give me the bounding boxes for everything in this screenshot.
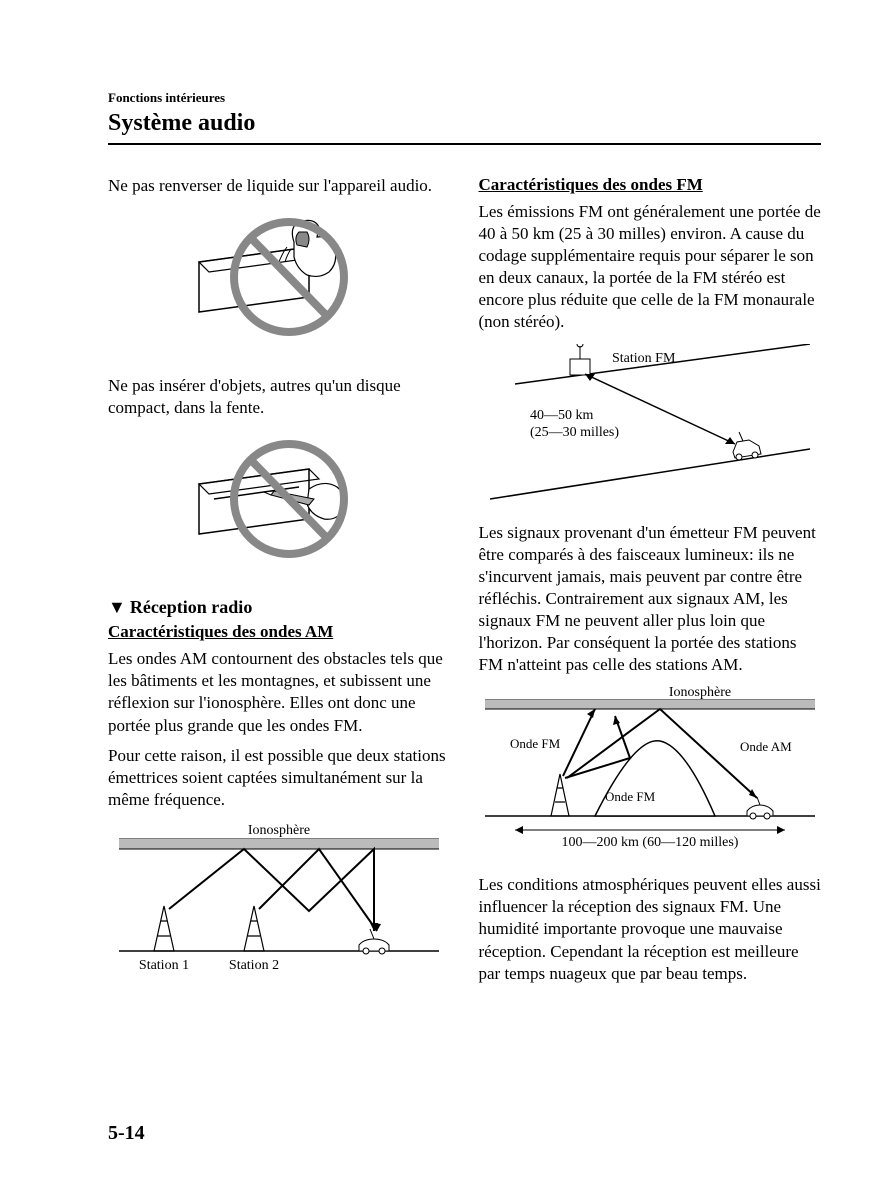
station2-label: Station 2 (229, 958, 279, 973)
content-columns: Ne pas renverser de liquide sur l'appare… (108, 175, 821, 999)
figure-no-objects (179, 429, 379, 579)
subheading-reception: ▼Réception radio (108, 597, 451, 618)
paragraph: Les ondes AM contournent des obstacles t… (108, 648, 451, 736)
ionosphere-label: Ionosphère (248, 823, 310, 838)
right-column: Caractéristiques des ondes FM Les émissi… (479, 175, 822, 999)
chapter-label: Fonctions intérieures (108, 90, 821, 106)
station1-label: Station 1 (139, 958, 189, 973)
page-number: 5-14 (108, 1122, 145, 1145)
subheading-text: Réception radio (130, 597, 252, 617)
fm-range-line2: (25—30 milles) (530, 425, 619, 440)
paragraph: Les émissions FM ont généralement une po… (479, 201, 822, 334)
paragraph: Pour cette raison, il est possible que d… (108, 745, 451, 811)
subheading-fm: Caractéristiques des ondes FM (479, 175, 822, 195)
range-label: 100—200 km (60—120 milles) (561, 835, 738, 850)
paragraph: Les signaux provenant d'un émetteur FM p… (479, 522, 822, 677)
left-column: Ne pas renverser de liquide sur l'appare… (108, 175, 451, 999)
fm-range-line1: 40—50 km (530, 408, 594, 423)
onde-fm-label: Onde FM (510, 736, 561, 751)
onde-fm-label-2: Onde FM (605, 789, 656, 804)
onde-am-label: Onde AM (740, 739, 792, 754)
figure-no-liquid (179, 207, 379, 357)
triangle-marker-icon: ▼ (108, 597, 126, 618)
fm-station-label: Station FM (612, 351, 676, 366)
ionosphere-label: Ionosphère (669, 686, 731, 700)
section-title: Système audio (108, 110, 821, 137)
header-rule (108, 143, 821, 145)
figure-fm-horizon: Ionosphère (485, 686, 815, 856)
paragraph: Ne pas renverser de liquide sur l'appare… (108, 175, 451, 197)
figure-fm-range: Station FM 40—50 km (25—30 milles) (490, 344, 810, 504)
paragraph: Les conditions atmosphériques peuvent el… (479, 874, 822, 984)
subheading-am: Caractéristiques des ondes AM (108, 622, 451, 642)
paragraph: Ne pas insérer d'objets, autres qu'un di… (108, 375, 451, 419)
page-header: Fonctions intérieures Système audio (108, 90, 821, 145)
figure-am-ionosphere: Ionosphère Station 1 (119, 821, 439, 981)
